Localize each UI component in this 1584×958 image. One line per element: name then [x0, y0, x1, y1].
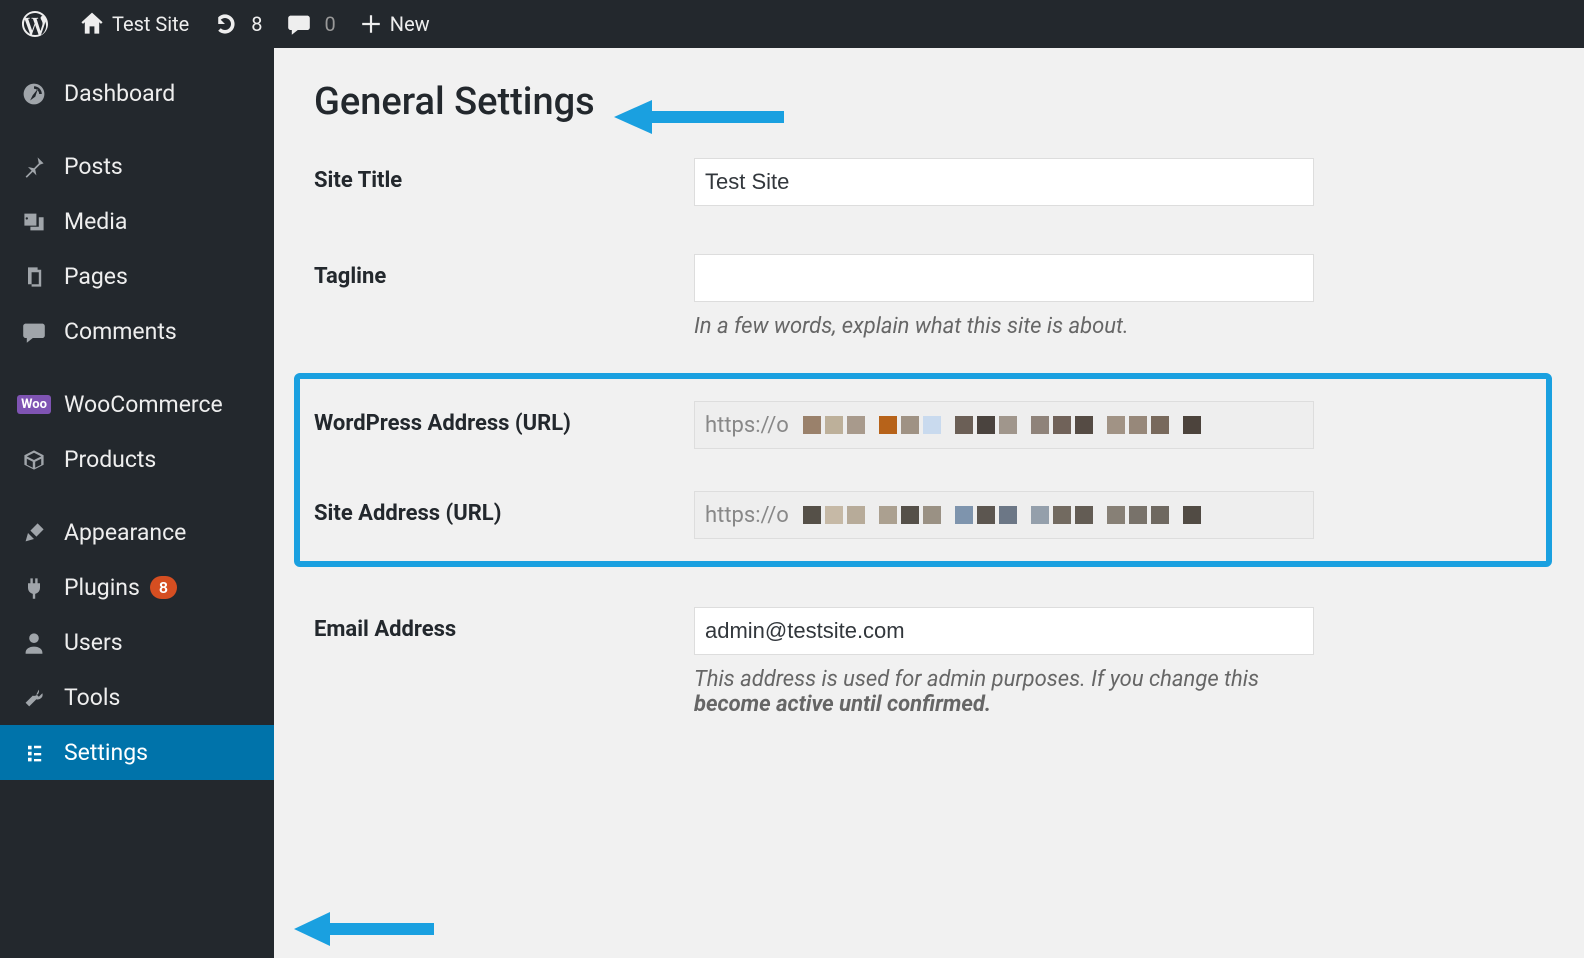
field-row-wordpress-url: WordPress Address (URL) https://o — [314, 401, 1532, 449]
annotation-highlight-box: WordPress Address (URL) https://o Site A… — [294, 373, 1552, 567]
site-title-input[interactable] — [694, 158, 1314, 206]
admin-toolbar: Test Site 8 0 New — [0, 0, 1584, 48]
sidebar-item-label: Products — [64, 446, 156, 473]
admin-sidebar: Dashboard Posts Media Pages Comments Woo… — [0, 48, 274, 958]
pin-icon — [18, 155, 50, 179]
sidebar-item-label: Appearance — [64, 519, 186, 546]
sidebar-item-label: Tools — [64, 684, 120, 711]
email-description: This address is used for admin purposes.… — [694, 667, 1552, 717]
field-row-tagline: Tagline In a few words, explain what thi… — [314, 254, 1552, 339]
media-icon — [18, 210, 50, 234]
settings-icon — [18, 741, 50, 765]
sidebar-item-posts[interactable]: Posts — [0, 139, 274, 194]
sidebar-item-users[interactable]: Users — [0, 615, 274, 670]
tagline-description: In a few words, explain what this site i… — [694, 314, 1552, 339]
sidebar-item-label: Posts — [64, 153, 123, 180]
woocommerce-icon: Woo — [18, 395, 50, 414]
sidebar-item-label: WooCommerce — [64, 391, 223, 418]
comments-count: 0 — [325, 12, 336, 36]
field-row-site-url: Site Address (URL) https://o — [314, 491, 1532, 539]
settings-page-wrap: General Settings Site Title Tagline In a… — [274, 48, 1584, 958]
pages-icon — [18, 265, 50, 289]
updates-count: 8 — [251, 12, 262, 36]
plus-icon — [360, 13, 382, 35]
update-icon — [213, 12, 237, 36]
sidebar-item-label: Plugins — [64, 574, 140, 601]
menu-separator — [0, 359, 274, 377]
wordpress-url-label: WordPress Address (URL) — [314, 401, 694, 436]
dashboard-icon — [18, 81, 50, 107]
new-content-menu[interactable]: New — [348, 0, 442, 48]
site-name-menu[interactable]: Test Site — [68, 0, 201, 48]
plugins-icon — [18, 576, 50, 600]
sidebar-item-dashboard[interactable]: Dashboard — [0, 66, 274, 121]
site-title-label: Site Title — [314, 158, 694, 193]
menu-separator — [0, 121, 274, 139]
comment-bubble-icon — [287, 12, 311, 36]
plugins-update-badge: 8 — [150, 576, 177, 599]
sidebar-item-products[interactable]: Products — [0, 432, 274, 487]
menu-separator — [0, 487, 274, 505]
sidebar-item-label: Media — [64, 208, 127, 235]
page-title: General Settings — [314, 80, 595, 124]
wordpress-url-input[interactable]: https://o — [694, 401, 1314, 449]
sidebar-item-label: Users — [64, 629, 123, 656]
site-name-label: Test Site — [112, 12, 189, 36]
wordpress-logo-icon — [22, 11, 48, 37]
sidebar-item-pages[interactable]: Pages — [0, 249, 274, 304]
updates-menu[interactable]: 8 — [201, 0, 274, 48]
email-label: Email Address — [314, 607, 694, 642]
annotation-arrow-title — [614, 96, 784, 136]
sidebar-item-label: Pages — [64, 263, 128, 290]
sidebar-item-tools[interactable]: Tools — [0, 670, 274, 725]
field-row-email: Email Address This address is used for a… — [314, 607, 1552, 717]
tagline-input[interactable] — [694, 254, 1314, 302]
new-content-label: New — [390, 12, 430, 36]
appearance-icon — [18, 521, 50, 545]
redacted-content — [793, 506, 1201, 524]
tools-icon — [18, 686, 50, 710]
annotation-arrow-settings — [294, 908, 434, 948]
comments-menu[interactable]: 0 — [275, 0, 348, 48]
comments-icon — [18, 320, 50, 344]
sidebar-item-settings[interactable]: Settings — [0, 725, 274, 780]
wordpress-logo-menu[interactable] — [10, 0, 68, 48]
home-icon — [80, 12, 104, 36]
site-url-label: Site Address (URL) — [314, 491, 694, 526]
products-icon — [18, 448, 50, 472]
tagline-label: Tagline — [314, 254, 694, 289]
sidebar-item-media[interactable]: Media — [0, 194, 274, 249]
users-icon — [18, 631, 50, 655]
site-url-input[interactable]: https://o — [694, 491, 1314, 539]
sidebar-item-comments[interactable]: Comments — [0, 304, 274, 359]
sidebar-item-label: Dashboard — [64, 80, 175, 107]
sidebar-item-label: Comments — [64, 318, 177, 345]
redacted-content — [793, 416, 1201, 434]
sidebar-item-appearance[interactable]: Appearance — [0, 505, 274, 560]
email-input[interactable] — [694, 607, 1314, 655]
sidebar-item-label: Settings — [64, 739, 148, 766]
field-row-site-title: Site Title — [314, 158, 1552, 206]
sidebar-item-plugins[interactable]: Plugins 8 — [0, 560, 274, 615]
sidebar-item-woocommerce[interactable]: Woo WooCommerce — [0, 377, 274, 432]
